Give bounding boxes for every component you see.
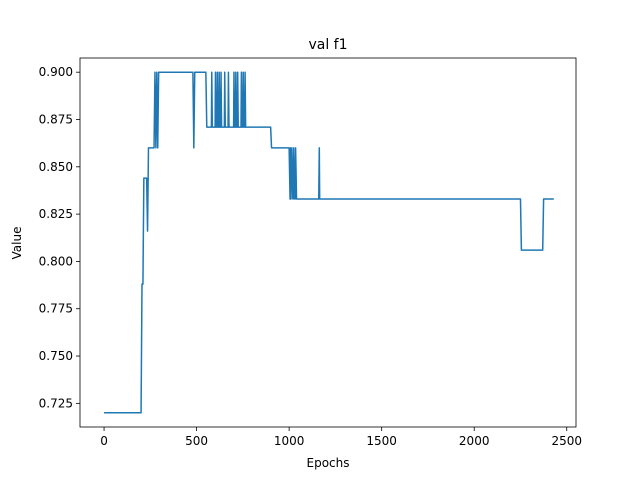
- x-axis-ticks: 0 500 1000 1500 2000 2500: [100, 427, 582, 448]
- y-tick-label: 0.825: [39, 207, 73, 221]
- y-axis-ticks: 0.725 0.750 0.775 0.800 0.825 0.850 0.875 0.900: [39, 65, 80, 410]
- x-tick-label: 0: [100, 434, 108, 448]
- y-tick-label: 0.750: [39, 349, 73, 363]
- y-tick-label: 0.725: [39, 396, 73, 410]
- x-tick-label: 2500: [551, 434, 582, 448]
- y-tick-label: 0.775: [39, 302, 73, 316]
- chart-title: val f1: [308, 37, 347, 53]
- x-tick-label: 1500: [366, 434, 397, 448]
- x-tick-label: 1000: [274, 434, 305, 448]
- y-tick-label: 0.875: [39, 113, 73, 127]
- series-line: [104, 71, 554, 414]
- plot-frame: [79, 57, 577, 428]
- x-tick-label: 2000: [459, 434, 490, 448]
- y-axis-label: Value: [10, 227, 24, 260]
- plot-area: [104, 71, 554, 414]
- y-tick-label: 0.800: [39, 254, 73, 268]
- y-tick-label: 0.850: [39, 160, 73, 174]
- x-axis-label: Epochs: [307, 456, 350, 470]
- x-tick-label: 500: [185, 434, 208, 448]
- y-tick-label: 0.900: [39, 65, 73, 79]
